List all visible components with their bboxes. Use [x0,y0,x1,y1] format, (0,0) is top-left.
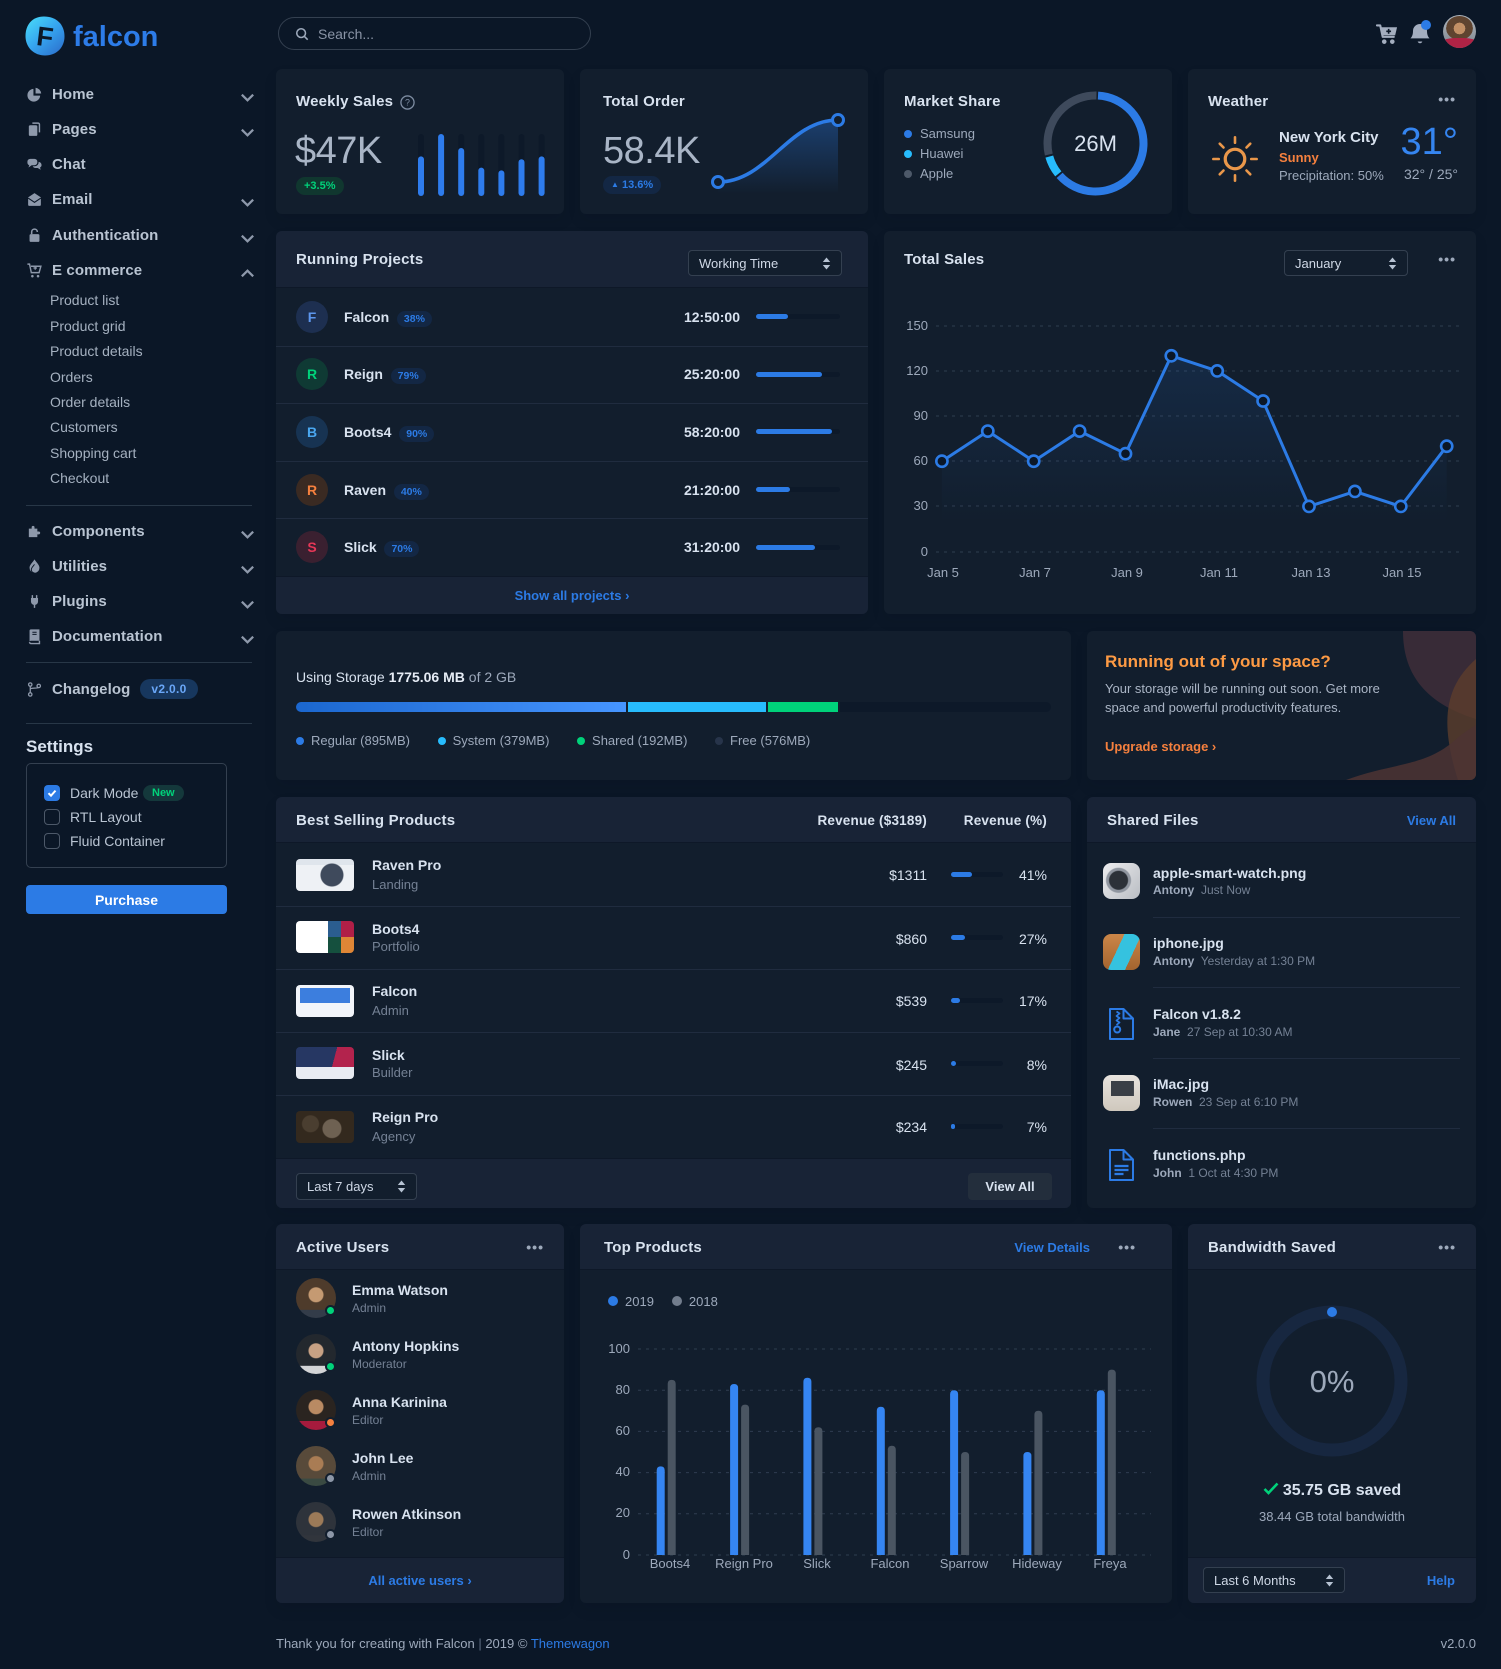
svg-text:60: 60 [914,453,928,468]
svg-text:Jan 7: Jan 7 [1019,565,1051,580]
svg-text:0%: 0% [1310,1364,1355,1399]
svg-text:Boots4: Boots4 [650,1556,690,1571]
svg-text:120: 120 [906,363,928,378]
svg-text:20: 20 [616,1505,630,1520]
svg-text:0: 0 [921,544,928,559]
svg-text:150: 150 [906,318,928,333]
svg-text:100: 100 [608,1341,630,1356]
svg-text:Slick: Slick [803,1556,831,1571]
svg-text:Jan 13: Jan 13 [1291,565,1330,580]
svg-text:0: 0 [623,1547,630,1562]
svg-text:F: F [35,21,55,53]
svg-text:30: 30 [914,498,928,513]
svg-text:Freya: Freya [1093,1556,1127,1571]
svg-text:Jan 15: Jan 15 [1382,565,1421,580]
svg-text:Falcon: Falcon [870,1556,909,1571]
svg-text:60: 60 [616,1423,630,1438]
svg-text:90: 90 [914,408,928,423]
svg-text:Jan 9: Jan 9 [1111,565,1143,580]
svg-text:Hideway: Hideway [1012,1556,1062,1571]
svg-text:?: ? [405,98,410,108]
svg-text:Sparrow: Sparrow [940,1556,989,1571]
svg-text:Reign Pro: Reign Pro [715,1556,773,1571]
svg-text:Jan 11: Jan 11 [1200,565,1238,580]
svg-text:80: 80 [616,1382,630,1397]
svg-text:Jan 5: Jan 5 [927,565,959,580]
svg-text:26M: 26M [1074,131,1117,156]
svg-text:40: 40 [616,1464,630,1479]
